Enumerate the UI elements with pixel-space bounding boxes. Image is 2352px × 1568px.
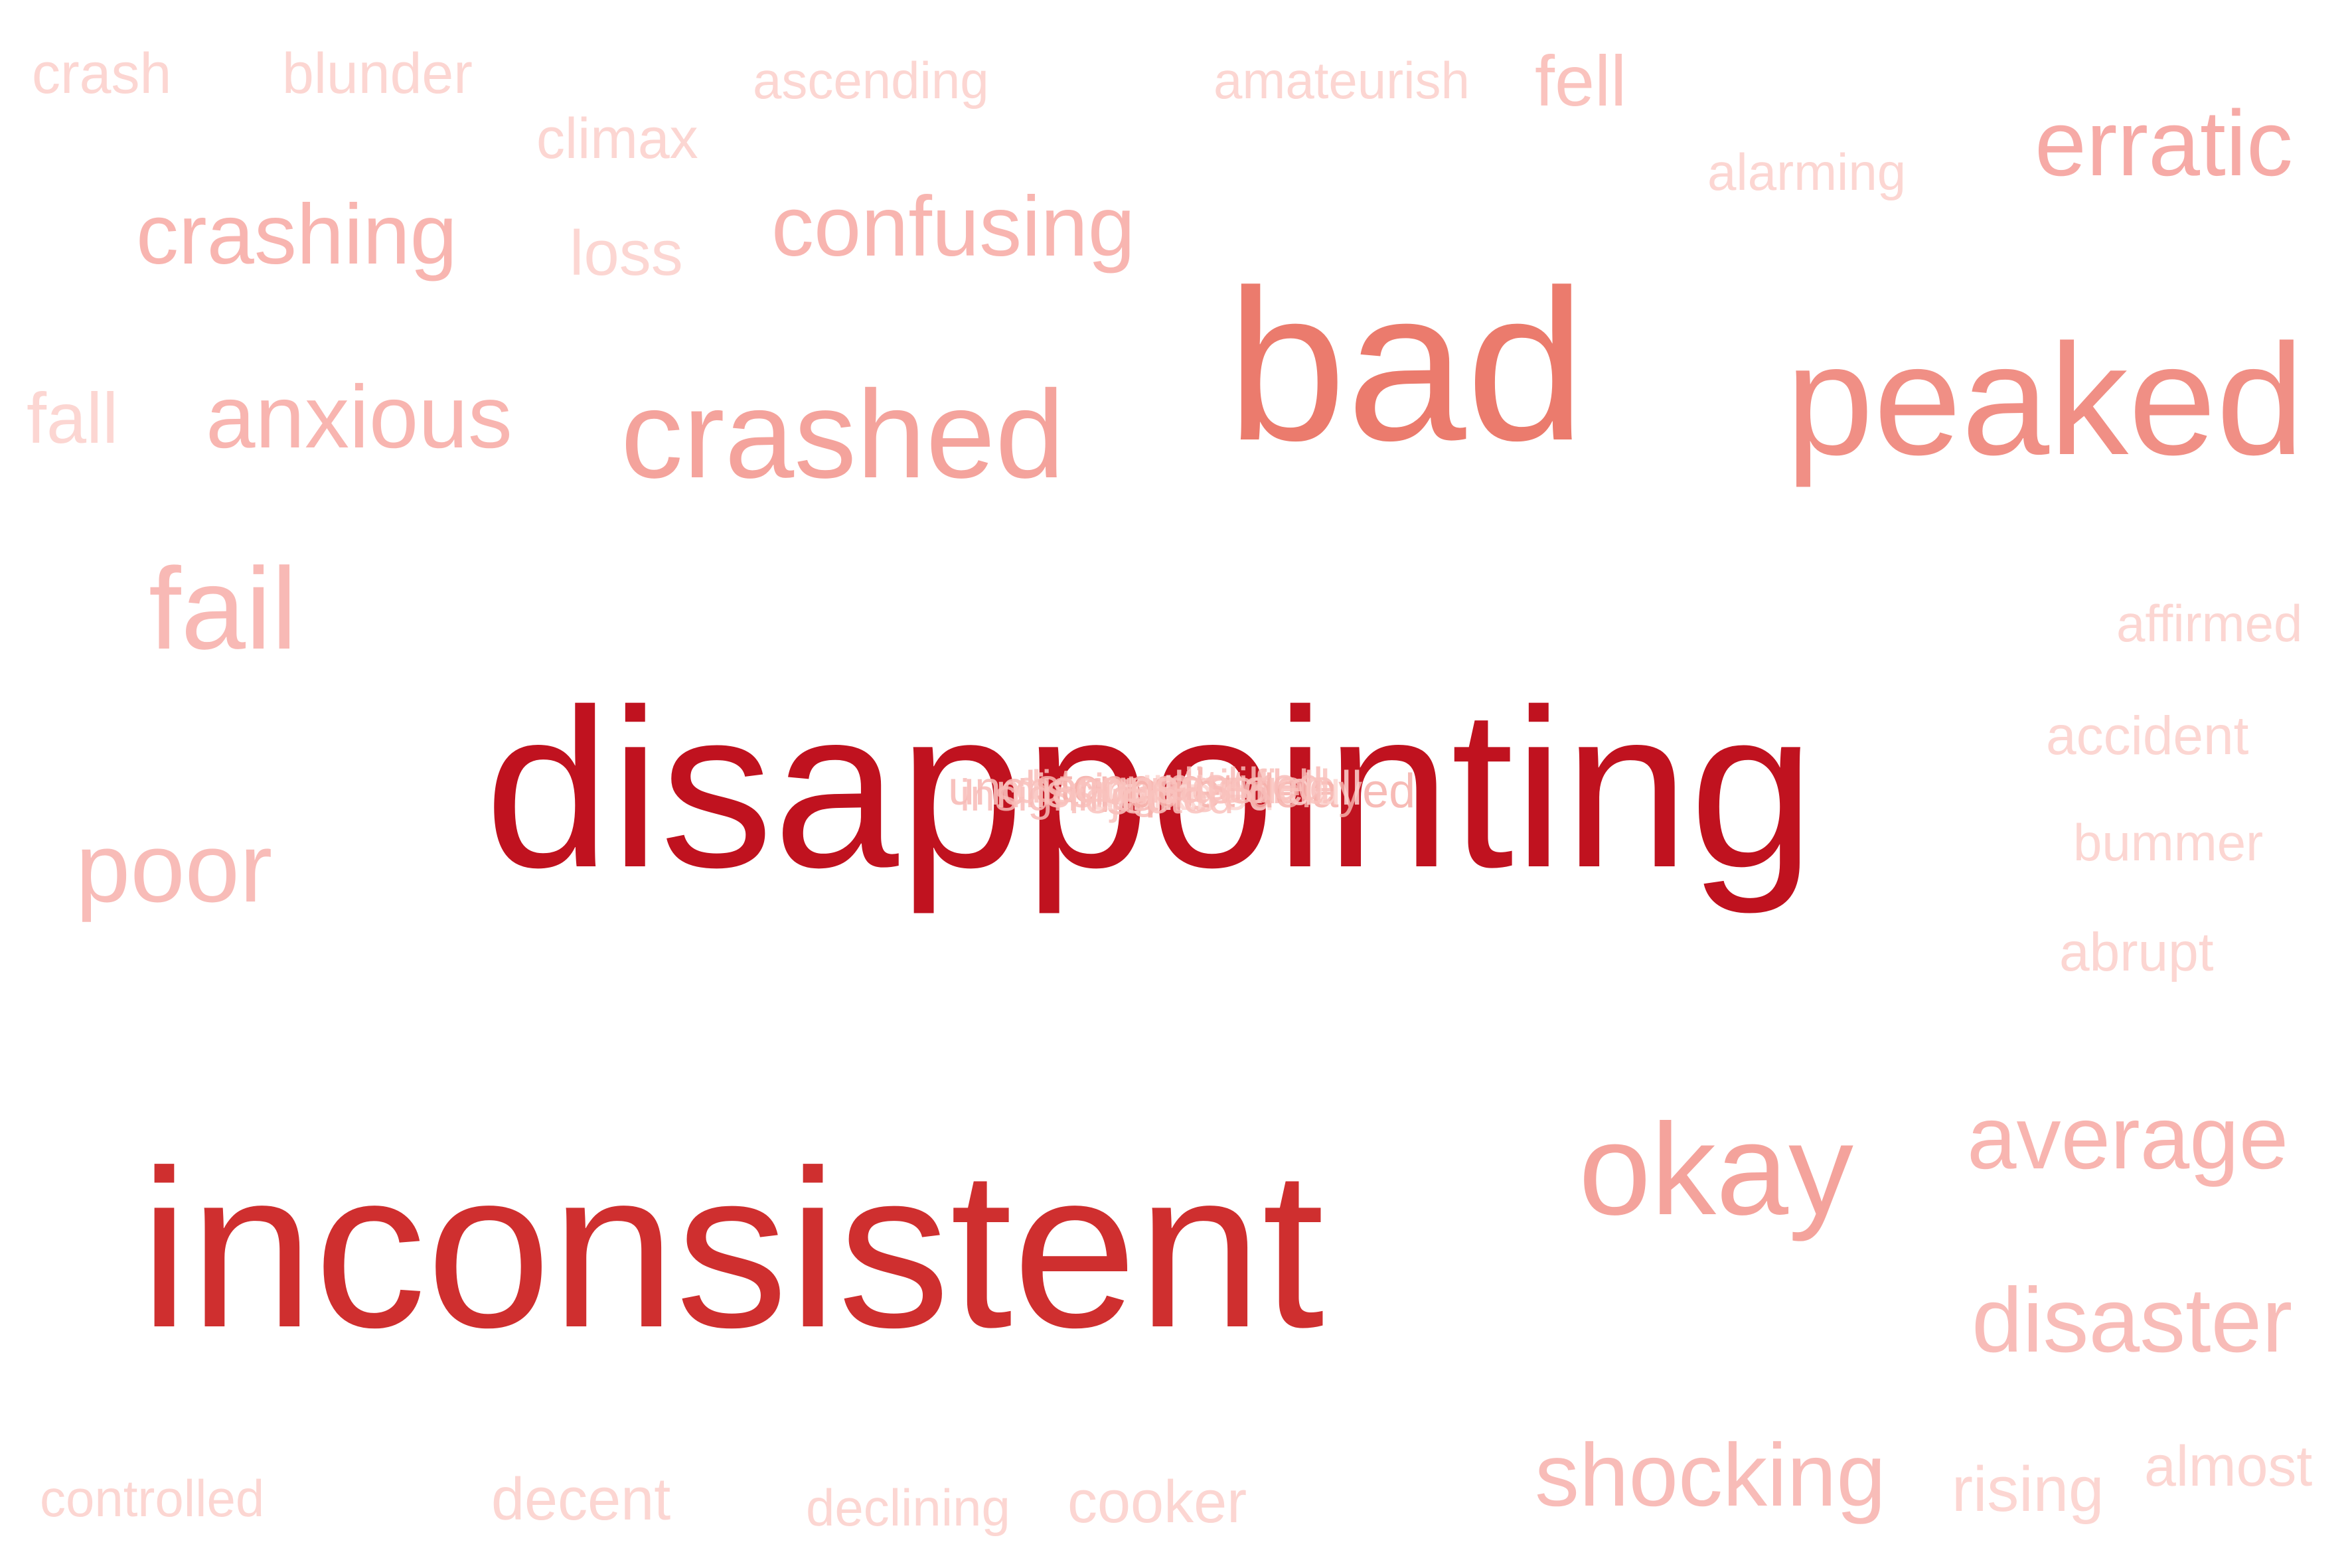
- cluster-word: rejected: [1069, 771, 1235, 823]
- word-affirmed: affirmed: [2116, 594, 2303, 653]
- cluster-word: discouraged: [1016, 761, 1269, 813]
- word-loss: loss: [570, 218, 683, 289]
- cluster-word: unlike: [1089, 767, 1214, 821]
- word-fall: fall: [27, 378, 119, 458]
- cluster-word: disliked: [1168, 758, 1324, 810]
- word-erratic: erratic: [2035, 91, 2293, 195]
- word-rising: rising: [1952, 1454, 2104, 1525]
- cluster-word: delayed: [1248, 765, 1416, 818]
- cluster-word: tired: [1182, 767, 1275, 821]
- word-average: average: [1967, 1089, 2289, 1188]
- word-decent: decent: [491, 1466, 671, 1533]
- word-disappointing: disappointing: [485, 663, 1815, 915]
- word-crash: crash: [32, 42, 172, 106]
- word-anxious: anxious: [206, 368, 512, 467]
- word-declining: declining: [806, 1478, 1010, 1537]
- word-climax: climax: [536, 107, 698, 171]
- word-ascending: ascending: [753, 51, 989, 110]
- word-accident: accident: [2046, 706, 2249, 766]
- word-controlled: controlled: [40, 1469, 265, 1528]
- word-peaked: peaked: [1786, 312, 2304, 488]
- word-disaster: disaster: [1972, 1269, 2293, 1372]
- word-fail: fail: [149, 544, 297, 674]
- word-fell: fell: [1535, 40, 1627, 121]
- cluster-word: unchanged: [948, 762, 1185, 815]
- word-crashing: crashing: [136, 187, 457, 282]
- word-crashed: crashed: [621, 364, 1065, 504]
- word-blunder: blunder: [282, 42, 473, 106]
- word-inconsistent: inconsistent: [139, 1123, 1324, 1374]
- cluster-word: dull: [1288, 762, 1363, 815]
- word-okay: okay: [1579, 1097, 1854, 1242]
- word-poor: poor: [76, 813, 273, 923]
- cluster-word: stopped: [1036, 759, 1206, 813]
- word-abrupt: abrupt: [2059, 922, 2214, 982]
- word-shocking: shocking: [1535, 1426, 1886, 1525]
- cluster-word: stable: [1208, 761, 1336, 814]
- cluster-word: missing: [996, 765, 1158, 818]
- word-bad: bad: [1227, 245, 1586, 485]
- word-alarming: alarming: [1707, 143, 1907, 201]
- word-almost: almost: [2144, 1435, 2313, 1498]
- cluster-word: insignificant: [960, 770, 1196, 821]
- cluster-word: unsatisfied: [1102, 761, 1331, 814]
- word-confusing: confusing: [771, 179, 1135, 274]
- word-cooker: cooker: [1067, 1469, 1247, 1535]
- word-bummer: bummer: [2073, 813, 2264, 872]
- cluster-word: quiet: [1129, 763, 1235, 818]
- word-amateurish: amateurish: [1214, 51, 1470, 110]
